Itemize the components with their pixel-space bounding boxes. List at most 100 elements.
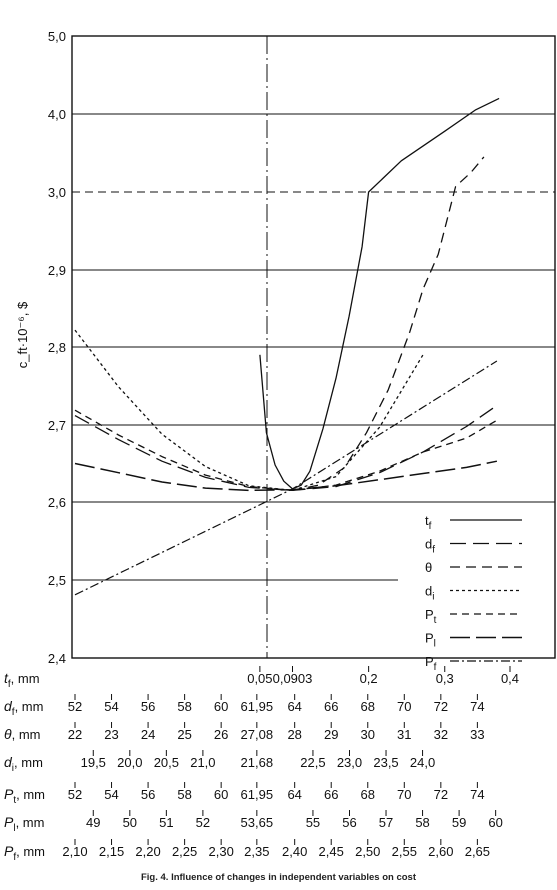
- x-tick-label: 61,95: [241, 787, 274, 802]
- legend-label: Pf: [425, 654, 437, 673]
- legend-label: di: [425, 584, 434, 603]
- x-tick-label: 56: [141, 787, 155, 802]
- x-tick-label: 31: [397, 727, 411, 742]
- x-tick-label: 52: [68, 787, 82, 802]
- x-tick-label: 28: [287, 727, 301, 742]
- y-tick-label: 3,0: [48, 185, 66, 200]
- x-tick-label: 2,25: [172, 844, 197, 859]
- x-tick-label: 57: [379, 815, 393, 830]
- x-tick-label: 66: [324, 699, 338, 714]
- x-tick-label: 58: [177, 699, 191, 714]
- legend-label: θ: [425, 560, 432, 575]
- x-tick-label: 2,10: [62, 844, 87, 859]
- x-tick-label: 54: [104, 787, 118, 802]
- x-tick-label: 2,35: [244, 844, 269, 859]
- x-tick-label: 60: [214, 787, 228, 802]
- x-tick-label: 2,60: [428, 844, 453, 859]
- x-tick-label: 29: [324, 727, 338, 742]
- x-tick-label: 56: [342, 815, 356, 830]
- series-line-Pf: [74, 360, 498, 596]
- x-tick-label: 22: [68, 727, 82, 742]
- y-tick-label: 2,6: [48, 495, 66, 510]
- x-tick-label: 68: [361, 699, 375, 714]
- x-tick-label: 52: [196, 815, 210, 830]
- x-tick-label: 21,68: [241, 755, 274, 770]
- x-tick-label: 19,5: [81, 755, 106, 770]
- x-tick-label: 0,4: [501, 671, 519, 686]
- y-tick-label: 2,8: [48, 340, 66, 355]
- x-tick-label: 60: [488, 815, 502, 830]
- x-tick-label: 2,20: [135, 844, 160, 859]
- y-axis-label: c_ft·10⁻⁶, $: [15, 301, 30, 368]
- x-tick-label: 0,05: [247, 671, 272, 686]
- grid-lines: [71, 35, 556, 659]
- x-axis-row-label: Pt, mm: [4, 786, 45, 806]
- x-tick-label: 74: [470, 699, 484, 714]
- x-tick-label: 64: [287, 699, 301, 714]
- x-tick-label: 56: [141, 699, 155, 714]
- x-tick-label: 23,0: [337, 755, 362, 770]
- x-tick-label: 52: [68, 699, 82, 714]
- series-lines: [74, 97, 500, 596]
- x-tick-label: 24,0: [410, 755, 435, 770]
- x-tick-label: 26: [214, 727, 228, 742]
- x-tick-label: 22,5: [300, 755, 325, 770]
- x-tick-label: 21,0: [190, 755, 215, 770]
- x-axis-row-label: Pl, mm: [4, 814, 44, 834]
- y-tick-label: 2,5: [48, 573, 66, 588]
- x-tick-label: 0,2: [360, 671, 378, 686]
- x-tick-label: 61,95: [241, 699, 274, 714]
- x-tick-label: 23,5: [373, 755, 398, 770]
- x-tick-label: 66: [324, 787, 338, 802]
- x-tick-label: 2,15: [99, 844, 124, 859]
- series-line-θ: [292, 156, 485, 492]
- x-tick-label: 70: [397, 699, 411, 714]
- x-tick-label: 2,65: [465, 844, 490, 859]
- x-tick-label: 2,45: [319, 844, 344, 859]
- legend-label: Pl: [425, 631, 436, 650]
- x-tick-label: 58: [177, 787, 191, 802]
- x-axis-row-label: df, mm: [4, 698, 43, 718]
- x-tick-label: 33: [470, 727, 484, 742]
- chart: 5,0 4,0 3,0 2,9 2,8 2,7 2,6 2,5 2,4 c_ft·10⁻⁶, $…: [4, 29, 556, 863]
- y-tick-label: 2,9: [48, 263, 66, 278]
- x-tick-label: 2,55: [392, 844, 417, 859]
- x-tick-label: 24: [141, 727, 155, 742]
- x-tick-label: 27,08: [241, 727, 274, 742]
- x-tick-label: 0,0903: [273, 671, 313, 686]
- x-tick-label: 68: [361, 787, 375, 802]
- series-line-Pl: [74, 460, 498, 492]
- x-tick-label: 64: [287, 787, 301, 802]
- x-tick-label: 2,40: [282, 844, 307, 859]
- legend: tf df θ di Pt Pl Pf: [425, 513, 522, 673]
- x-tick-label: 2,30: [209, 844, 234, 859]
- figure-caption: Fig. 4. Influence of changes in independ…: [140, 872, 417, 883]
- x-axis-row-label: θ, mm: [4, 726, 41, 742]
- legend-label: tf: [425, 513, 432, 532]
- x-tick-label: 70: [397, 787, 411, 802]
- x-axes: tf, mm 0,05 0,0903 0,2 0,3 0,4 df, mm 52 54 56 58 6…: [4, 666, 519, 863]
- x-tick-label: 55: [306, 815, 320, 830]
- x-tick-label: 54: [104, 699, 118, 714]
- x-tick-label: 74: [470, 787, 484, 802]
- series-line-di: [74, 329, 424, 492]
- x-tick-label: 20,0: [117, 755, 142, 770]
- y-tick-label: 4,0: [48, 107, 66, 122]
- x-tick-label: 60: [214, 699, 228, 714]
- x-tick-label: 58: [415, 815, 429, 830]
- x-tick-label: 2,50: [355, 844, 380, 859]
- series-line-tf: [259, 97, 500, 490]
- y-axis-ticks: 5,0 4,0 3,0 2,9 2,8 2,7 2,6 2,5 2,4: [48, 29, 66, 666]
- x-tick-label: 72: [434, 699, 448, 714]
- legend-label: Pt: [425, 607, 437, 626]
- x-tick-label: 59: [452, 815, 466, 830]
- y-tick-label: 2,4: [48, 651, 66, 666]
- y-tick-label: 2,7: [48, 418, 66, 433]
- series-line-Pt: [74, 409, 498, 492]
- x-tick-label: 0,3: [436, 671, 454, 686]
- x-tick-label: 23: [104, 727, 118, 742]
- x-axis-row-label: di, mm: [4, 754, 43, 774]
- x-tick-label: 50: [123, 815, 137, 830]
- x-tick-label: 49: [86, 815, 100, 830]
- x-tick-label: 25: [177, 727, 191, 742]
